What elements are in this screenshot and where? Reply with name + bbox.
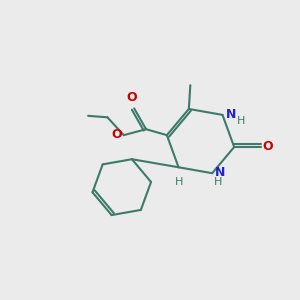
Text: O: O [127, 91, 137, 104]
Text: N: N [226, 108, 236, 121]
Text: H: H [175, 177, 183, 187]
Text: H: H [214, 176, 222, 187]
Text: H: H [237, 116, 245, 126]
Text: O: O [263, 140, 273, 153]
Text: O: O [111, 128, 122, 141]
Text: N: N [215, 166, 226, 179]
